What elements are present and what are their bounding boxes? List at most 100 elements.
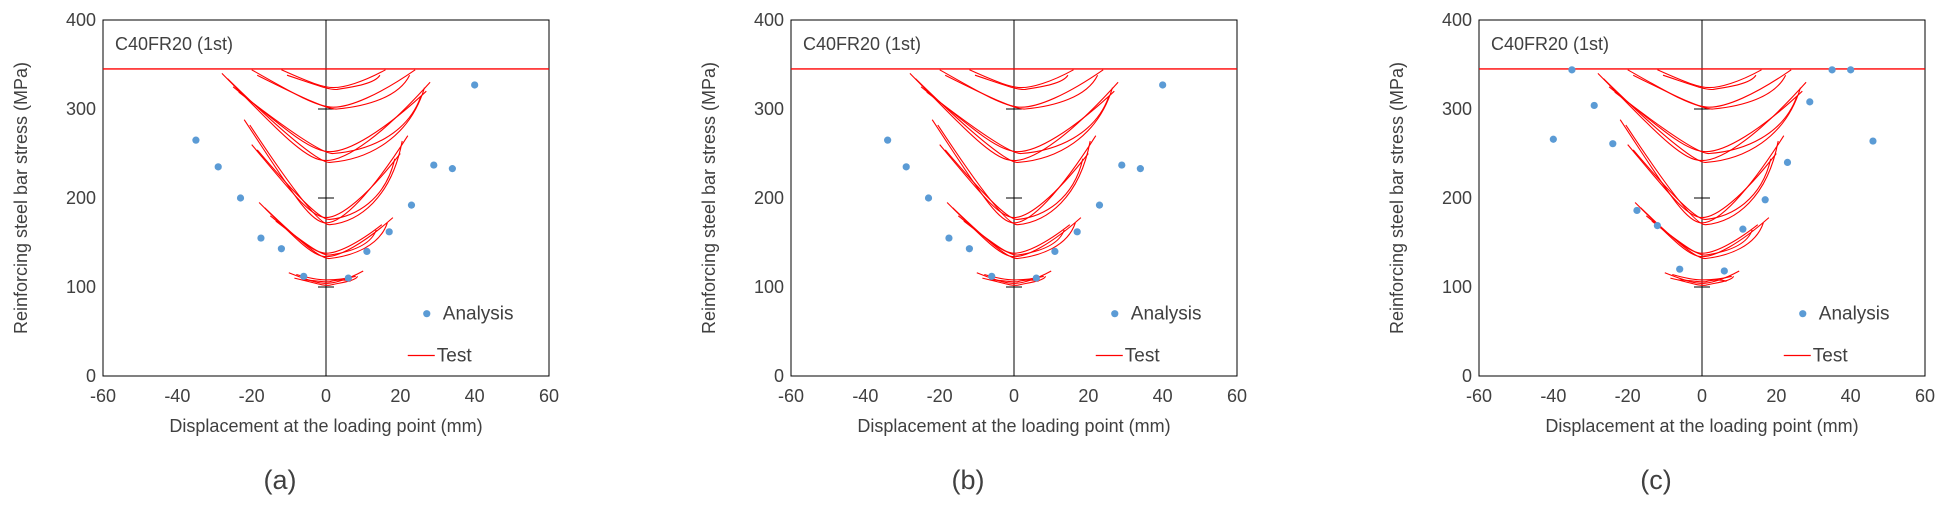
- analysis-point: [965, 245, 974, 253]
- test-curve: [969, 69, 1074, 89]
- chart-panel-c: 0 100 200 300 400 -60 -40 -20 0 20 40 60 Displacemen…: [1387, 10, 1935, 495]
- x-tick-label: -60: [1466, 386, 1492, 406]
- legend-test-label: Test: [1813, 346, 1849, 367]
- test-curve: [294, 275, 359, 286]
- analysis-point: [430, 161, 438, 169]
- test-curve: [1632, 74, 1787, 110]
- test-curve: [227, 78, 426, 163]
- y-axis-title: Reinforcing steel bar stress (MPa): [11, 62, 31, 334]
- analysis-point: [1568, 66, 1576, 74]
- x-tick-label: -20: [927, 386, 953, 406]
- analysis-point: [1095, 201, 1104, 209]
- analysis-point: [471, 81, 479, 89]
- analysis-point: [257, 234, 265, 242]
- x-tick-label: 20: [390, 386, 410, 406]
- analysis-point: [1118, 161, 1126, 169]
- test-curve: [1619, 119, 1785, 224]
- analysis-point: [363, 247, 371, 255]
- test-curve: [1632, 149, 1772, 220]
- analysis-point: [1590, 101, 1598, 110]
- x-tick-label: 20: [1078, 386, 1098, 406]
- chart-title: C40FR20 (1st): [803, 34, 921, 54]
- legend-test-label: Test: [437, 346, 473, 367]
- x-tick-label: 0: [321, 386, 331, 406]
- test-curve: [281, 69, 386, 89]
- panel-label: (b): [952, 465, 985, 495]
- x-tick-label: 0: [1697, 386, 1707, 406]
- test-curve: [939, 144, 1089, 219]
- x-tick-label: -20: [239, 386, 265, 406]
- analysis-point: [1676, 265, 1684, 273]
- x-tick-label: -40: [852, 386, 878, 406]
- analysis-point: [1609, 140, 1617, 148]
- test-curve: [1657, 69, 1762, 89]
- test-curve: [221, 73, 431, 162]
- y-tick-label: 0: [86, 366, 96, 386]
- analysis-point: [884, 136, 892, 144]
- analysis-point: [1073, 228, 1081, 236]
- chart-panel-a: 0 100 200 300 400 -60 -40 -20 0 20 40 60 Displacemen…: [11, 10, 559, 495]
- analysis-point: [236, 194, 245, 202]
- legend-analysis-marker: [423, 310, 431, 318]
- x-axis-title: Displacement at the loading point (mm): [857, 416, 1170, 436]
- analysis-point: [1739, 225, 1747, 233]
- y-tick-label: 0: [1462, 366, 1472, 386]
- analysis-series: [884, 81, 1167, 282]
- y-tick-label: 100: [1442, 277, 1472, 297]
- test-curve: [1670, 275, 1735, 286]
- analysis-point: [1549, 135, 1557, 143]
- legend-analysis-marker: [1799, 310, 1807, 318]
- analysis-point: [1633, 206, 1641, 215]
- analysis-series: [192, 81, 479, 282]
- panel-label: (a): [264, 465, 297, 495]
- y-tick-label: 100: [66, 277, 96, 297]
- analysis-point: [1783, 158, 1792, 166]
- test-curve: [238, 91, 422, 155]
- test-curve: [249, 124, 403, 226]
- y-tick-label: 200: [754, 188, 784, 208]
- analysis-point: [214, 163, 222, 171]
- test-curve: [931, 119, 1097, 224]
- y-tick-label: 100: [754, 277, 784, 297]
- analysis-point: [1847, 66, 1855, 74]
- analysis-point: [192, 136, 200, 144]
- x-tick-label: 20: [1766, 386, 1786, 406]
- analysis-point: [344, 274, 352, 282]
- y-tick-label: 300: [66, 99, 96, 119]
- test-curve: [1677, 279, 1727, 283]
- test-curve: [1662, 74, 1757, 91]
- test-curve: [963, 220, 1065, 256]
- test-curve: [1627, 144, 1777, 219]
- test-curve: [243, 119, 409, 224]
- x-tick-label: 60: [1915, 386, 1935, 406]
- analysis-point: [1828, 66, 1836, 74]
- x-tick-label: 60: [539, 386, 559, 406]
- test-series: [1597, 69, 1807, 286]
- y-tick-label: 200: [66, 188, 96, 208]
- y-tick-label: 200: [1442, 188, 1472, 208]
- test-curve: [1625, 124, 1779, 226]
- panel-label: (c): [1640, 465, 1671, 495]
- analysis-point: [277, 245, 285, 253]
- test-curve: [926, 91, 1110, 155]
- test-curve: [1672, 273, 1732, 281]
- legend-analysis-label: Analysis: [1131, 304, 1202, 325]
- y-tick-label: 400: [754, 10, 784, 30]
- analysis-point: [1720, 267, 1728, 275]
- analysis-point: [1806, 98, 1814, 106]
- y-tick-label: 300: [1442, 99, 1472, 119]
- test-curve: [944, 149, 1084, 220]
- test-curve: [251, 144, 401, 219]
- test-series: [221, 69, 431, 286]
- test-curve: [1614, 91, 1798, 155]
- x-tick-label: -40: [164, 386, 190, 406]
- y-axis-title: Reinforcing steel bar stress (MPa): [699, 62, 719, 334]
- test-curve: [256, 149, 396, 220]
- x-tick-label: 40: [465, 386, 485, 406]
- chart-panel-b: 0 100 200 300 400 -60 -40 -20 0 20 40 60 Displacemen…: [699, 10, 1247, 495]
- test-curve: [1651, 220, 1753, 256]
- analysis-point: [300, 272, 308, 280]
- x-tick-label: -20: [1615, 386, 1641, 406]
- test-curve: [1627, 69, 1792, 108]
